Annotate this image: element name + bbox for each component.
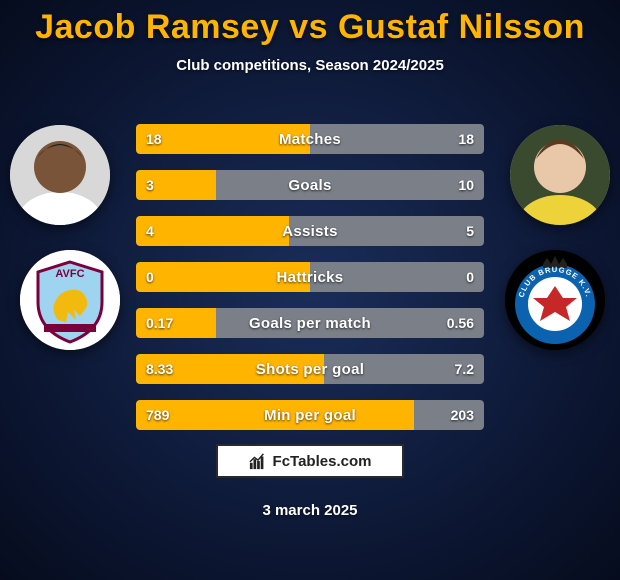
stat-row: 00Hattricks bbox=[136, 262, 484, 292]
star-icon bbox=[533, 286, 577, 321]
crest-text: AVFC bbox=[55, 268, 84, 280]
stat-row: 8.337.2Shots per goal bbox=[136, 354, 484, 384]
date-label: 3 march 2025 bbox=[0, 502, 620, 519]
stat-row: 45Assists bbox=[136, 216, 484, 246]
club-crest-right: CLUB BRUGGE K.V. bbox=[505, 250, 605, 350]
stat-row: 310Goals bbox=[136, 170, 484, 200]
crown-icon bbox=[543, 256, 567, 268]
head-shape bbox=[34, 141, 86, 193]
player-avatar-right bbox=[510, 125, 610, 225]
stat-label: Hattricks bbox=[136, 262, 484, 292]
logo-text: FcTables.com bbox=[273, 453, 372, 470]
stats-panel: 1818Matches 310Goals 45Assists 00Hattricks 0… bbox=[136, 124, 484, 430]
svg-text:CLUB BRUGGE K.V.: CLUB BRUGGE K.V. bbox=[517, 265, 593, 298]
stat-row: 0.170.56Goals per match bbox=[136, 308, 484, 338]
shirt-shape bbox=[518, 195, 602, 225]
player-avatar-left bbox=[10, 125, 110, 225]
page-subtitle: Club competitions, Season 2024/2025 bbox=[0, 57, 620, 74]
infographic-root: Jacob Ramsey vs Gustaf Nilsson Club comp… bbox=[0, 0, 620, 580]
club-crest-left: AVFC bbox=[20, 250, 120, 350]
stat-label: Matches bbox=[136, 124, 484, 154]
lion-icon bbox=[53, 290, 87, 322]
bars-icon bbox=[249, 452, 267, 470]
stat-row: 1818Matches bbox=[136, 124, 484, 154]
head-shape bbox=[534, 141, 586, 193]
crest-text: CLUB BRUGGE K.V. bbox=[517, 265, 593, 298]
shield-shape bbox=[38, 262, 102, 342]
page-title: Jacob Ramsey vs Gustaf Nilsson bbox=[0, 8, 620, 47]
stat-label: Shots per goal bbox=[136, 354, 484, 384]
stat-label: Goals per match bbox=[136, 308, 484, 338]
stat-label: Goals bbox=[136, 170, 484, 200]
stat-label: Assists bbox=[136, 216, 484, 246]
stat-row: 789203Min per goal bbox=[136, 400, 484, 430]
stat-label: Min per goal bbox=[136, 400, 484, 430]
shirt-shape bbox=[18, 192, 102, 225]
fctables-logo: FcTables.com bbox=[216, 444, 404, 478]
